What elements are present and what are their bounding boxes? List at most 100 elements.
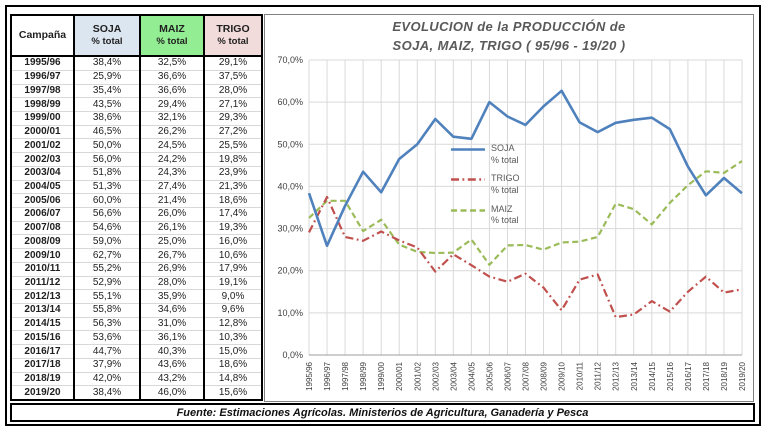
soja-value-cell: 43,5% (73, 97, 140, 112)
column-header-campania: Campaña (12, 16, 74, 57)
maiz-value-cell: 43,6% (139, 357, 204, 373)
maiz-value-cell: 25,0% (139, 234, 204, 249)
x-tick-label: 2012/13 (612, 361, 621, 390)
x-tick-label: 2008/09 (540, 361, 549, 390)
table-row: 2012/13 55,1% 35,9% 9,0% (12, 289, 261, 304)
soja-value-cell: 42,0% (73, 371, 140, 386)
soja-value-cell: 59,0% (73, 234, 140, 249)
trigo-value-cell: 19,1% (203, 275, 261, 290)
table-body: 1995/96 38,4% 32,5% 29,1% 1996/97 25,9% 36,6% 3… (12, 56, 261, 399)
trigo-value-cell: 19,8% (203, 152, 261, 167)
table-row: 2008/09 59,0% 25,0% 16,0% (12, 234, 261, 249)
source-footer: Fuente: Estimaciones Agrícolas. Minister… (10, 403, 755, 422)
campaign-cell: 2004/05 (12, 179, 74, 194)
soja-value-cell: 54,6% (73, 220, 140, 235)
trigo-value-cell: 18,6% (203, 357, 261, 373)
x-tick-label: 2014/15 (648, 361, 657, 390)
soja-value-cell: 35,4% (73, 83, 140, 98)
maiz-value-cell: 35,9% (139, 289, 204, 304)
soja-value-cell: 56,6% (73, 207, 140, 222)
maiz-value-cell: 32,1% (139, 110, 204, 126)
trigo-value-cell: 21,3% (203, 179, 261, 194)
maiz-value-cell: 26,7% (139, 248, 204, 263)
trigo-value-cell: 9,0% (203, 289, 261, 304)
soja-value-cell: 38,4% (73, 56, 140, 71)
maiz-value-cell: 26,1% (139, 220, 204, 235)
soja-value-cell: 50,0% (73, 138, 140, 153)
table-row: 2016/17 44,7% 40,3% 15,0% (12, 344, 261, 359)
chart-panel: 0,0% 10,0% 20,0% 30,0% 40,0% 50,0% 60,0% 70,0% 1… (264, 14, 754, 402)
y-tick-label: 60,0% (277, 97, 303, 107)
x-tick-label: 2018/19 (720, 361, 729, 390)
x-tick-label: 2009/10 (558, 361, 567, 390)
x-tick-label: 1997/98 (341, 361, 350, 390)
trigo-value-cell: 27,2% (203, 124, 261, 139)
campaign-cell: 2015/16 (12, 330, 74, 345)
campaign-cell: 2013/14 (12, 303, 74, 318)
maiz-value-cell: 34,6% (139, 303, 204, 318)
x-tick-label: 2001/02 (413, 361, 422, 390)
x-tick-label: 2016/17 (684, 361, 693, 390)
soja-value-cell: 56,3% (73, 316, 140, 331)
x-tick-label: 2019/20 (738, 361, 747, 390)
campaign-cell: 2002/03 (12, 152, 74, 167)
trigo-value-cell: 15,6% (203, 385, 261, 399)
soja-value-cell: 55,1% (73, 289, 140, 304)
y-tick-label: 20,0% (277, 266, 303, 276)
soja-value-cell: 60,0% (73, 193, 140, 208)
maiz-value-cell: 26,9% (139, 261, 204, 277)
maiz-value-cell: 31,0% (139, 316, 204, 331)
trigo-value-cell: 9,6% (203, 303, 261, 318)
trigo-value-cell: 25,5% (203, 138, 261, 153)
campaign-cell: 2005/06 (12, 193, 74, 208)
production-table-panel: Campaña SOJA% total MAIZ% total TRIGO% tota… (10, 14, 263, 401)
trigo-value-cell: 23,9% (203, 165, 261, 181)
table-row: 2010/11 55,2% 26,9% 17,9% (12, 261, 261, 277)
legend-label: MAIZ% total (491, 203, 519, 226)
column-header-maiz: MAIZ% total (139, 16, 204, 57)
source-footer-text: Fuente: Estimaciones Agrícolas. Minister… (176, 406, 589, 419)
maiz-value-cell: 36,1% (139, 330, 204, 345)
maiz-value-cell: 28,0% (139, 275, 204, 290)
maiz-value-cell: 27,4% (139, 179, 204, 194)
campaign-cell: 2003/04 (12, 165, 74, 181)
maiz-value-cell: 24,3% (139, 165, 204, 181)
maiz-value-cell: 26,2% (139, 124, 204, 139)
soja-value-cell: 37,9% (73, 357, 140, 373)
y-tick-label: 10,0% (277, 308, 303, 318)
x-tick-label: 2000/01 (395, 361, 404, 390)
x-tick-label: 2010/11 (576, 361, 585, 390)
table-row: 2015/16 53,6% 36,1% 10,3% (12, 330, 261, 345)
trigo-line-swatch-icon (451, 178, 485, 182)
table-row: 2002/03 56,0% 24,2% 19,8% (12, 152, 261, 167)
table-row: 2001/02 50,0% 24,5% 25,5% (12, 138, 261, 153)
x-tick-label: 2002/03 (431, 361, 440, 390)
soja-value-cell: 25,9% (73, 69, 140, 85)
chart-svg: 0,0% 10,0% 20,0% 30,0% 40,0% 50,0% 60,0% 70,0% 1… (277, 55, 747, 391)
trigo-value-cell: 16,0% (203, 234, 261, 249)
x-tick-label: 2011/12 (594, 361, 603, 390)
campaign-cell: 2017/18 (12, 357, 74, 373)
chart-legend: SOJA% total TRIGO% total MAIZ% total (451, 143, 520, 234)
legend-item-maiz: MAIZ% total (451, 204, 520, 227)
trigo-value-cell: 19,3% (203, 220, 261, 235)
soja-value-cell: 51,8% (73, 165, 140, 181)
table-row: 2006/07 56,6% 26,0% 17,4% (12, 207, 261, 222)
campaign-cell: 1998/99 (12, 97, 74, 112)
maiz-value-cell: 24,2% (139, 152, 204, 167)
soja-value-cell: 38,6% (73, 110, 140, 126)
maiz-value-cell: 40,3% (139, 344, 204, 359)
campaign-cell: 2000/01 (12, 124, 74, 139)
soja-value-cell: 53,6% (73, 330, 140, 345)
trigo-value-cell: 29,3% (203, 110, 261, 126)
series-line-maiz (308, 160, 743, 266)
campaign-cell: 2006/07 (12, 207, 74, 222)
x-tick-label: 2013/14 (630, 361, 639, 390)
x-tick-label: 2005/06 (485, 361, 494, 390)
trigo-value-cell: 29,1% (203, 56, 261, 71)
trigo-value-cell: 10,6% (203, 248, 261, 263)
table-row: 2007/08 54,6% 26,1% 19,3% (12, 220, 261, 235)
table-row: 2003/04 51,8% 24,3% 23,9% (12, 165, 261, 181)
x-tick-label: 2003/04 (449, 361, 458, 390)
legend-label: SOJA% total (491, 143, 519, 165)
